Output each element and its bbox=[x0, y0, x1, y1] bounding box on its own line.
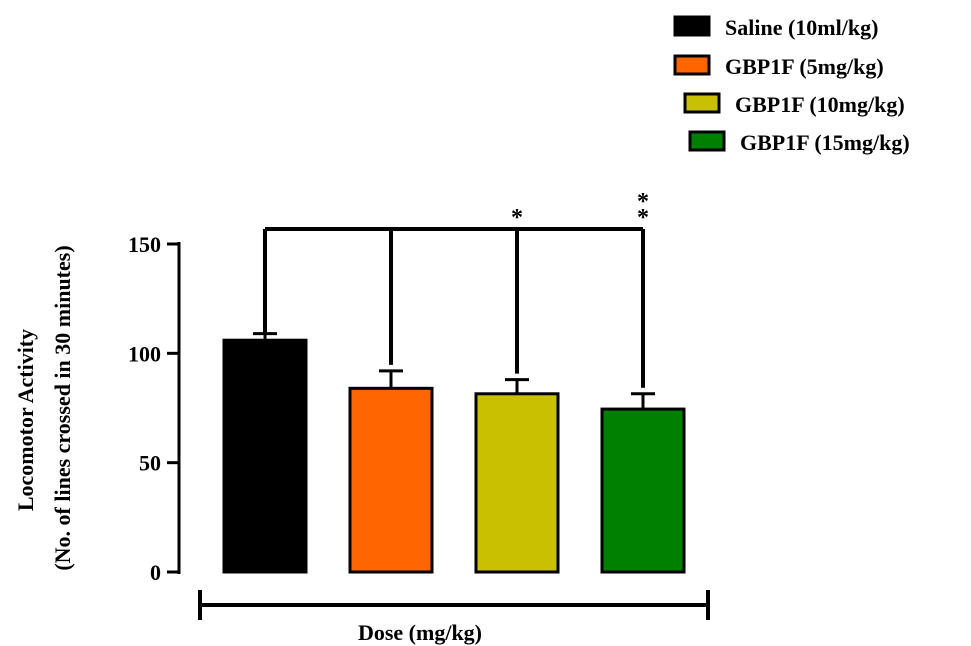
y-axis-label-line1: Locomotor Activity bbox=[13, 329, 38, 511]
significance-bracket: *** bbox=[263, 189, 649, 388]
significance-marker: * bbox=[511, 205, 523, 231]
bar bbox=[348, 386, 434, 574]
significance-marker: * bbox=[637, 189, 649, 215]
y-tick-label: 0 bbox=[150, 560, 161, 585]
bars bbox=[222, 332, 686, 574]
legend: Saline (10ml/kg) GBP1F (5mg/kg) GBP1F (10m… bbox=[673, 15, 910, 155]
y-tick-label: 50 bbox=[139, 451, 161, 476]
y-axis-label: Locomotor Activity (No. of lines crossed… bbox=[13, 245, 75, 570]
legend-label: GBP1F (10mg/kg) bbox=[735, 92, 905, 117]
y-axis: 0 50 100 150 bbox=[128, 232, 181, 585]
bar bbox=[600, 407, 686, 574]
legend-label: Saline (10ml/kg) bbox=[725, 15, 878, 40]
legend-swatch bbox=[688, 130, 726, 152]
legend-label: GBP1F (15mg/kg) bbox=[740, 130, 910, 155]
x-axis: Dose (mg/kg) bbox=[198, 590, 710, 645]
bar bbox=[474, 392, 560, 574]
legend-swatch bbox=[683, 92, 721, 114]
y-axis-label-line2: (No. of lines crossed in 30 minutes) bbox=[50, 245, 75, 570]
legend-swatch bbox=[673, 54, 711, 76]
bar bbox=[222, 338, 308, 574]
y-tick-label: 100 bbox=[128, 341, 161, 366]
legend-swatch bbox=[673, 15, 711, 37]
x-axis-label: Dose (mg/kg) bbox=[358, 620, 482, 645]
y-tick-label: 150 bbox=[128, 232, 161, 257]
significance-marker: * bbox=[637, 205, 649, 231]
legend-label: GBP1F (5mg/kg) bbox=[725, 54, 884, 79]
